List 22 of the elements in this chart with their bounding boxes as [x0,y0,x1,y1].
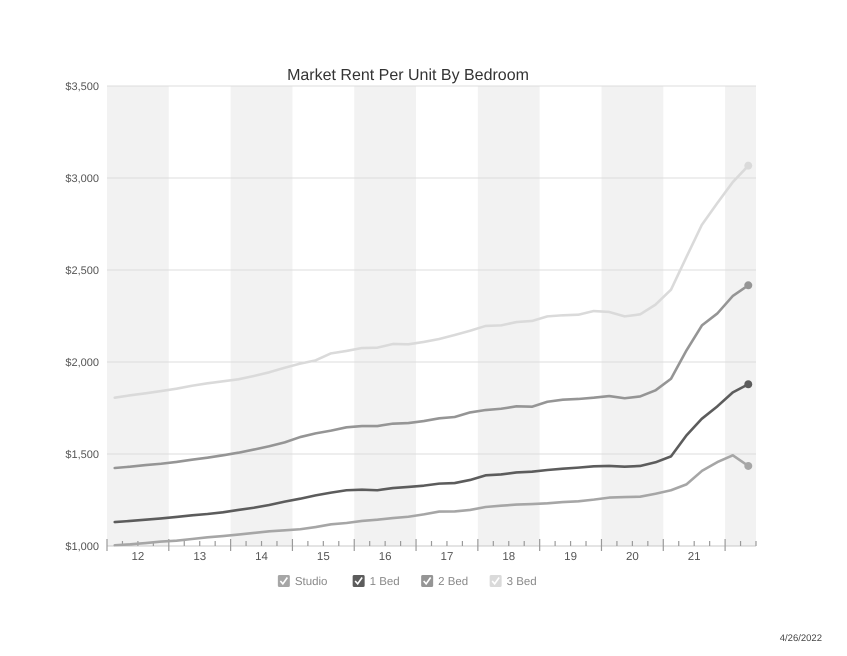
legend-label: 1 Bed [370,576,400,588]
x-tick-label: 20 [626,551,639,563]
x-tick-label: 17 [440,551,454,563]
chart-title: Market Rent Per Unit By Bedroom [287,67,529,84]
x-tick-label: 21 [688,551,701,563]
y-tick-label: $2,500 [65,265,99,277]
x-tick-label: 14 [255,551,269,563]
text: 4/26/2022 [780,633,822,644]
x-tick-label: 18 [502,551,516,563]
y-tick-label: $1,000 [65,541,99,553]
x-tick-label: 19 [564,551,577,563]
y-tick-label: $3,500 [65,81,99,93]
legend-label: 2 Bed [438,576,468,588]
x-tick-label: 16 [378,551,392,563]
y-tick-label: $1,500 [65,449,99,461]
legend-label: Studio [294,576,328,588]
legend-label: 3 Bed [506,576,537,588]
x-tick-label: 15 [316,551,330,563]
y-tick-label: $3,000 [65,173,99,185]
x-tick-label: 13 [193,551,206,563]
x-tick-label: 12 [132,551,144,563]
y-tick-label: $2,000 [65,357,99,369]
